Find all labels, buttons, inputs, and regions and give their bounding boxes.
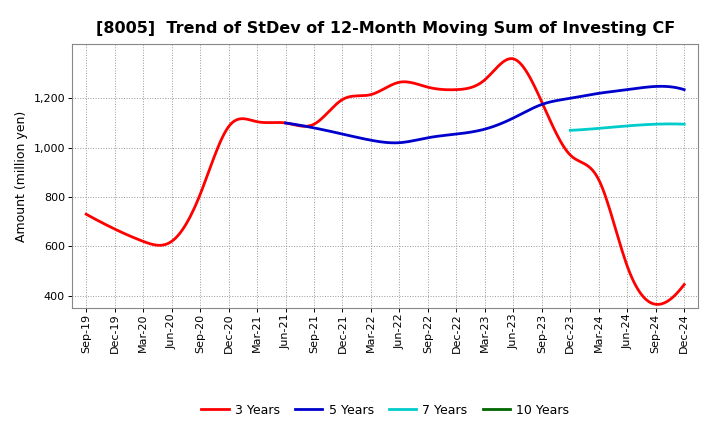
5 Years [526,106,535,112]
7 Years [666,121,675,127]
5 Years [520,110,528,115]
7 Years [567,128,575,133]
7 Years [680,121,688,127]
3 Years [82,212,91,217]
7 Years [634,122,642,128]
Title: [8005]  Trend of StDev of 12-Month Moving Sum of Investing CF: [8005] Trend of StDev of 12-Month Moving… [96,21,675,36]
Line: 7 Years: 7 Years [570,124,684,130]
Legend: 3 Years, 5 Years, 7 Years, 10 Years: 3 Years, 5 Years, 7 Years, 10 Years [196,399,575,422]
5 Years [680,87,688,92]
3 Years [626,271,634,276]
Line: 3 Years: 3 Years [86,59,684,304]
7 Years [634,122,642,128]
3 Years [508,56,516,61]
Line: 5 Years: 5 Years [286,86,684,143]
3 Years [436,87,444,92]
3 Years [438,87,446,92]
7 Years [636,122,644,128]
5 Years [390,140,399,146]
3 Years [654,302,662,307]
7 Years [670,121,678,127]
5 Years [518,110,527,116]
Y-axis label: Amount (million yen): Amount (million yen) [15,110,28,242]
3 Years [448,87,456,92]
5 Years [282,120,290,125]
5 Years [282,121,291,126]
3 Years [84,213,93,218]
7 Years [662,121,670,127]
3 Years [680,282,688,287]
5 Years [657,84,666,89]
5 Years [644,84,652,90]
3 Years [588,167,596,172]
7 Years [566,128,575,133]
5 Years [618,88,627,93]
